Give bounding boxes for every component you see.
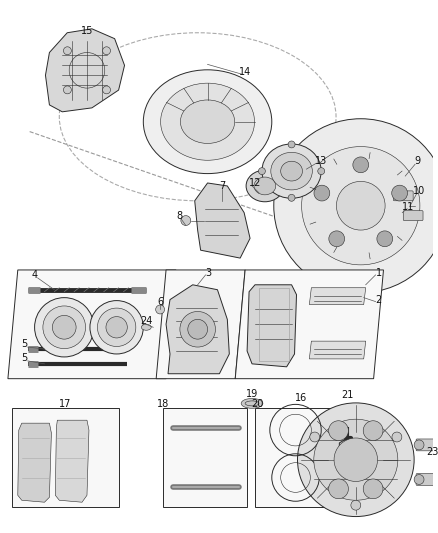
Circle shape (53, 316, 76, 339)
Circle shape (90, 301, 143, 354)
Circle shape (310, 432, 320, 442)
Circle shape (328, 421, 348, 440)
Text: 5: 5 (21, 339, 28, 349)
Circle shape (363, 479, 383, 499)
Bar (12, 408, 119, 507)
Polygon shape (339, 438, 357, 458)
Text: 10: 10 (413, 186, 425, 196)
Text: 15: 15 (81, 26, 93, 36)
Circle shape (329, 231, 345, 247)
Ellipse shape (262, 144, 321, 198)
Text: 6: 6 (157, 296, 163, 306)
Circle shape (392, 432, 402, 442)
Text: 19: 19 (246, 390, 258, 400)
Ellipse shape (241, 399, 263, 408)
Circle shape (318, 168, 325, 175)
Text: 14: 14 (239, 67, 251, 77)
Polygon shape (235, 270, 384, 378)
Circle shape (64, 86, 71, 94)
Circle shape (288, 195, 295, 201)
Text: 1: 1 (375, 268, 381, 278)
FancyBboxPatch shape (339, 459, 357, 482)
Polygon shape (247, 285, 297, 367)
Text: 3: 3 (205, 268, 212, 278)
Circle shape (302, 147, 420, 265)
Circle shape (102, 47, 110, 55)
Circle shape (288, 141, 295, 148)
Text: 11: 11 (402, 201, 414, 212)
Ellipse shape (161, 83, 254, 160)
Circle shape (188, 319, 208, 339)
Text: 13: 13 (315, 156, 327, 166)
Circle shape (363, 421, 383, 440)
FancyBboxPatch shape (393, 191, 413, 201)
Text: 9: 9 (414, 156, 420, 166)
Text: 24: 24 (140, 317, 152, 326)
Circle shape (106, 317, 127, 338)
Ellipse shape (141, 324, 151, 330)
FancyBboxPatch shape (416, 439, 438, 451)
Circle shape (328, 479, 348, 499)
Bar (255, 408, 336, 507)
Text: 17: 17 (59, 399, 71, 409)
Circle shape (336, 181, 385, 230)
Circle shape (258, 168, 265, 175)
Polygon shape (55, 420, 89, 502)
Circle shape (414, 440, 424, 450)
Circle shape (181, 216, 191, 225)
Text: 4: 4 (32, 270, 38, 280)
Circle shape (155, 305, 165, 314)
Text: 23: 23 (427, 447, 438, 457)
Bar (163, 408, 247, 507)
Ellipse shape (314, 419, 398, 500)
Text: 20: 20 (251, 399, 263, 409)
Polygon shape (195, 183, 250, 258)
FancyBboxPatch shape (416, 473, 438, 486)
Circle shape (64, 47, 71, 55)
Circle shape (43, 306, 85, 349)
Circle shape (314, 185, 330, 201)
Circle shape (351, 500, 361, 510)
Circle shape (414, 474, 424, 484)
Text: 16: 16 (295, 393, 307, 403)
Ellipse shape (246, 170, 284, 202)
Circle shape (334, 438, 378, 481)
Ellipse shape (254, 177, 276, 195)
Polygon shape (18, 423, 51, 502)
Polygon shape (8, 270, 176, 378)
Circle shape (97, 308, 136, 346)
Ellipse shape (143, 70, 272, 174)
Circle shape (35, 297, 94, 357)
Circle shape (377, 231, 393, 247)
Ellipse shape (281, 161, 303, 181)
Text: 21: 21 (342, 391, 354, 400)
Text: 2: 2 (375, 295, 381, 305)
Circle shape (102, 86, 110, 94)
Circle shape (274, 119, 438, 293)
Polygon shape (166, 285, 230, 374)
Polygon shape (156, 270, 245, 378)
FancyBboxPatch shape (403, 211, 423, 221)
Ellipse shape (180, 100, 235, 143)
Text: 18: 18 (157, 399, 169, 409)
Ellipse shape (297, 403, 414, 516)
Polygon shape (46, 29, 124, 112)
Polygon shape (309, 341, 366, 359)
Circle shape (353, 157, 369, 173)
Polygon shape (309, 288, 366, 304)
Text: 8: 8 (177, 211, 183, 221)
Text: 5: 5 (21, 353, 28, 363)
Text: 7: 7 (219, 181, 226, 191)
Text: 12: 12 (249, 178, 261, 188)
Ellipse shape (271, 152, 312, 190)
Circle shape (180, 311, 215, 347)
Circle shape (392, 185, 407, 201)
